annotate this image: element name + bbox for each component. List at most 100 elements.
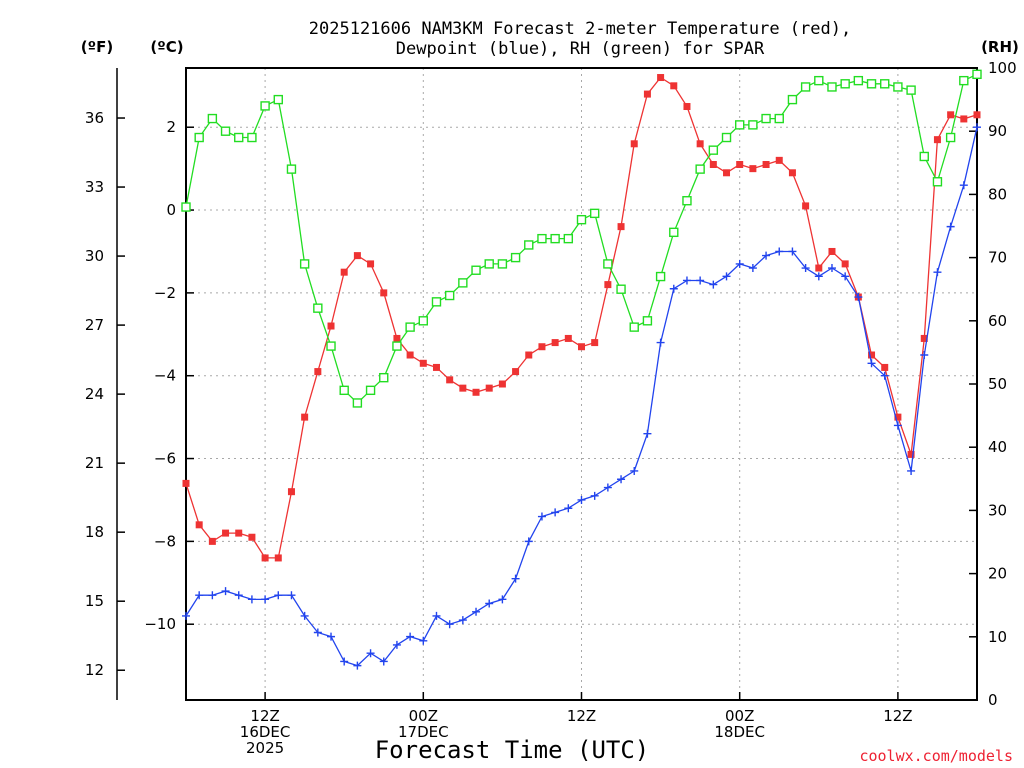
dewpoint-c-point xyxy=(432,611,441,620)
dewpoint-c-point xyxy=(234,591,243,600)
rh-point xyxy=(761,113,771,124)
dewpoint-c-point xyxy=(182,611,190,620)
dewpoint-c-point xyxy=(973,123,981,132)
dewpoint-c-point xyxy=(696,276,705,285)
temperature-c-point xyxy=(472,388,480,396)
rh-point xyxy=(524,240,534,250)
temperature-c-point xyxy=(340,268,348,276)
rh-point xyxy=(207,113,218,124)
rh-point xyxy=(853,75,864,86)
temperature-c-point xyxy=(683,103,691,111)
temperature-c-point xyxy=(182,479,190,487)
temperature-c-point xyxy=(261,554,269,562)
temperature-c-point xyxy=(894,413,902,421)
rh-point xyxy=(893,82,903,92)
rh-point xyxy=(840,79,850,89)
rh-point xyxy=(695,164,705,174)
fahrenheit-tick-label: 18 xyxy=(85,523,104,541)
dewpoint-c-point xyxy=(933,268,942,277)
celsius-tick-label: −6 xyxy=(154,450,176,468)
dewpoint-c-point xyxy=(208,591,217,600)
dewpoint-c-point xyxy=(247,595,256,604)
temperature-c-line xyxy=(185,76,978,559)
rh-tick-label: 0 xyxy=(988,691,998,709)
dewpoint-c-point xyxy=(920,351,929,360)
dewpoint-c-point xyxy=(537,512,546,521)
rh-tick-label: 40 xyxy=(988,438,1007,456)
x-tick-label: 00Z xyxy=(725,707,754,725)
dewpoint-c-point xyxy=(577,495,586,504)
rh-point xyxy=(748,120,758,130)
dewpoint-c-point xyxy=(327,632,336,641)
dewpoint-c-point xyxy=(274,591,283,600)
temperature-c-point xyxy=(788,169,796,177)
temperature-c-point xyxy=(525,351,533,359)
temperature-c-point xyxy=(512,368,520,376)
rh-point xyxy=(655,271,666,282)
dewpoint-c-point xyxy=(498,595,507,604)
temperature-c-point xyxy=(802,202,810,210)
rh-point xyxy=(326,341,336,351)
dewpoint-c-point xyxy=(867,359,876,368)
rh-tick-label: 50 xyxy=(988,375,1007,393)
rh-point xyxy=(682,196,692,206)
temperature-c-point xyxy=(881,363,889,371)
temperature-c-point xyxy=(274,554,282,562)
temperature-c-point xyxy=(327,322,335,330)
temperature-c-point xyxy=(446,376,454,384)
dewpoint-c-point xyxy=(959,181,968,190)
rh-point xyxy=(379,372,389,383)
dewpoint-c-point xyxy=(379,657,388,666)
rh-point xyxy=(669,227,679,238)
rh-point xyxy=(945,132,956,143)
temperature-c-point xyxy=(775,156,783,164)
celsius-tick-label: −2 xyxy=(154,284,176,302)
dewpoint-c-point xyxy=(907,466,916,475)
celsius-tick-label: 2 xyxy=(166,118,176,136)
temperature-c-point xyxy=(498,380,506,388)
chart-title-line1: 2025121606 NAM3KM Forecast 2-meter Tempe… xyxy=(309,19,851,39)
plot-frame xyxy=(185,67,978,701)
dewpoint-c-point xyxy=(946,222,955,231)
temperature-c-point xyxy=(960,115,968,123)
credit-text: coolwx.com/models xyxy=(859,747,1013,765)
temperature-c-point xyxy=(406,351,414,359)
temperature-c-point xyxy=(643,90,651,98)
rh-point xyxy=(273,94,283,105)
temperature-c-point xyxy=(907,450,915,458)
x-tick-label: 00Z xyxy=(409,707,438,725)
rh-point xyxy=(431,297,442,307)
dewpoint-c-point xyxy=(340,657,349,666)
temperature-c-point xyxy=(617,223,625,231)
rh-tick-label: 100 xyxy=(988,59,1017,77)
temperature-c-point xyxy=(287,488,295,496)
temperature-c-point xyxy=(920,334,928,342)
temperature-c-point xyxy=(815,264,823,272)
temperature-c-point xyxy=(367,260,375,268)
x-tick-label: 2025 xyxy=(246,739,284,757)
rh-tick-label: 30 xyxy=(988,501,1007,519)
rh-point xyxy=(932,177,943,187)
dewpoint-c-point xyxy=(762,251,771,260)
rh-point xyxy=(642,316,653,326)
x-tick-label: 12Z xyxy=(567,707,596,725)
rh-point xyxy=(866,79,877,89)
rh-tick-label: 60 xyxy=(988,312,1007,330)
x-tick-label: 12Z xyxy=(883,707,912,725)
rh-point xyxy=(484,259,494,269)
rh-point xyxy=(880,79,890,89)
rh-point xyxy=(906,85,916,95)
fahrenheit-tick-label: 21 xyxy=(85,454,104,472)
dewpoint-c-point xyxy=(841,272,850,281)
rh-point xyxy=(919,151,929,162)
rh-point xyxy=(313,303,323,313)
dewpoint-c-point xyxy=(682,276,691,285)
temperature-c-point xyxy=(709,160,717,168)
dewpoint-c-point xyxy=(313,628,322,637)
rh-tick-label: 80 xyxy=(988,185,1007,203)
dewpoint-c-point xyxy=(419,636,428,645)
rh-point xyxy=(418,316,428,326)
temperature-c-point xyxy=(459,384,467,392)
dewpoint-c-point xyxy=(801,264,810,273)
